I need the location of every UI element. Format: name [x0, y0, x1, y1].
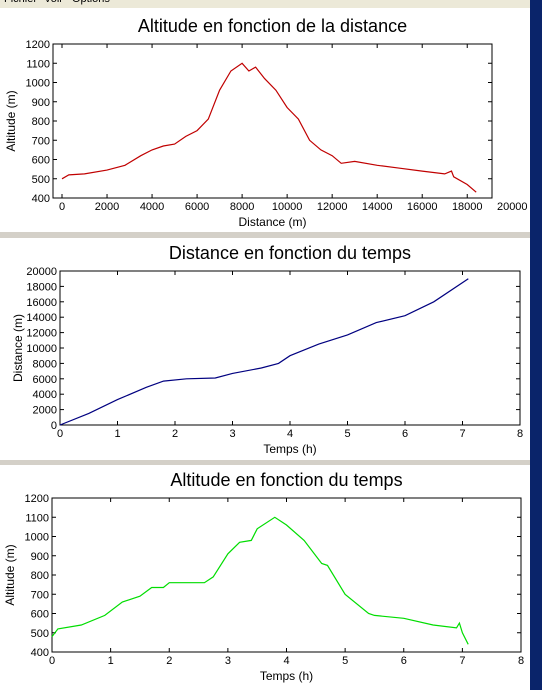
chart-title: Altitude en fonction de la distance — [138, 16, 407, 36]
y-tick-label: 6000 — [33, 374, 57, 386]
window-border — [530, 0, 542, 690]
plot-area — [59, 270, 521, 426]
x-tick-label: 8000 — [230, 201, 254, 213]
chart-title: Distance en fonction du temps — [169, 243, 411, 263]
y-tick-label: 1200 — [25, 493, 49, 505]
y-tick-label: 900 — [31, 551, 49, 563]
y-tick-label: 500 — [31, 628, 49, 640]
y-tick-label: 10000 — [26, 343, 57, 355]
x-tick-label: 6 — [401, 655, 407, 667]
y-tick-label: 0 — [51, 420, 57, 432]
data-line — [51, 516, 469, 645]
y-tick-label: 2000 — [33, 405, 57, 417]
y-tick-label: 1200 — [26, 39, 50, 51]
x-tick-label: 5 — [344, 428, 350, 440]
y-tick-label: 1100 — [26, 58, 50, 70]
y-tick-label: 12000 — [26, 328, 57, 340]
plot-area — [52, 43, 493, 199]
x-tick-label: 0 — [59, 201, 65, 213]
x-tick-label: 7 — [459, 428, 465, 440]
x-tick-label: 8 — [518, 655, 524, 667]
chart-title: Altitude en fonction du temps — [170, 470, 402, 490]
y-tick-label: 900 — [32, 97, 50, 109]
x-tick-label: 4 — [283, 655, 289, 667]
y-tick-label: 16000 — [26, 297, 57, 309]
x-tick-label: 10000 — [272, 201, 303, 213]
x-tick-label: 16000 — [407, 201, 438, 213]
y-tick-label: 400 — [31, 647, 49, 659]
x-tick-label: 0 — [49, 655, 55, 667]
y-tick-label: 20000 — [26, 266, 57, 278]
x-tick-label: 1 — [108, 655, 114, 667]
menu-item[interactable]: Fichier — [4, 0, 37, 5]
menu-item[interactable]: Voir — [44, 0, 63, 5]
y-tick-label: 700 — [31, 589, 49, 601]
y-tick-label: 600 — [32, 155, 50, 167]
x-tick-label: 20000 — [497, 201, 528, 213]
x-tick-label: 0 — [57, 428, 63, 440]
y-tick-label: 8000 — [33, 358, 57, 370]
x-tick-label: 18000 — [452, 201, 483, 213]
y-tick-label: 1100 — [25, 512, 49, 524]
x-tick-label: 1 — [114, 428, 120, 440]
x-tick-label: 5 — [342, 655, 348, 667]
menu-bar — [0, 0, 530, 8]
y-tick-label: 400 — [32, 193, 50, 205]
x-tick-label: 3 — [225, 655, 231, 667]
y-tick-label: 700 — [32, 135, 50, 147]
y-tick-label: 1000 — [25, 532, 49, 544]
menu-item[interactable]: Options — [72, 0, 110, 5]
data-line — [61, 62, 477, 193]
y-tick-label: 4000 — [33, 389, 57, 401]
x-tick-label: 4 — [287, 428, 293, 440]
x-axis-label: Distance (m) — [238, 215, 306, 229]
x-tick-label: 8 — [517, 428, 523, 440]
plot-area — [51, 497, 522, 653]
data-line — [59, 278, 469, 426]
x-tick-label: 2 — [172, 428, 178, 440]
y-tick-label: 800 — [31, 570, 49, 582]
x-tick-label: 4000 — [140, 201, 164, 213]
y-axis-label: Altitude (m) — [3, 544, 17, 605]
y-tick-label: 14000 — [26, 312, 57, 324]
x-tick-label: 2000 — [95, 201, 119, 213]
x-axis-label: Temps (h) — [260, 669, 313, 683]
x-tick-label: 6000 — [185, 201, 209, 213]
y-axis-label: Altitude (m) — [4, 90, 18, 151]
x-tick-label: 14000 — [362, 201, 393, 213]
x-tick-label: 12000 — [317, 201, 348, 213]
y-axis-label: Distance (m) — [11, 314, 25, 382]
y-tick-label: 18000 — [26, 281, 57, 293]
y-tick-label: 500 — [32, 174, 50, 186]
y-tick-label: 600 — [31, 609, 49, 621]
x-axis-label: Temps (h) — [263, 442, 316, 456]
x-tick-label: 7 — [459, 655, 465, 667]
y-tick-label: 800 — [32, 116, 50, 128]
y-tick-label: 1000 — [26, 78, 50, 90]
x-tick-label: 3 — [229, 428, 235, 440]
x-tick-label: 2 — [166, 655, 172, 667]
x-tick-label: 6 — [402, 428, 408, 440]
